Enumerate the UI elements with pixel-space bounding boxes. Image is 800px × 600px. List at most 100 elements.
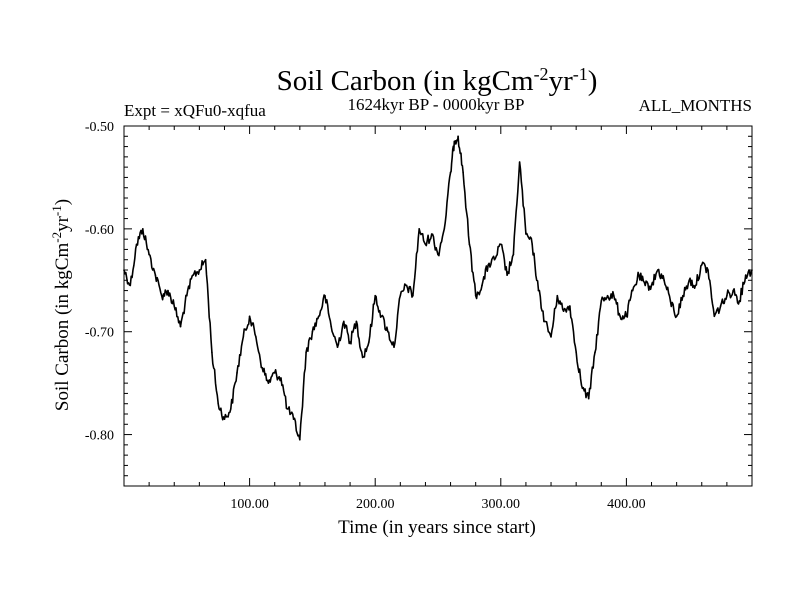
data-point (198, 269, 201, 271)
data-point (675, 315, 678, 318)
data-point (204, 258, 207, 261)
x-tick-label: 200.00 (356, 497, 395, 512)
y-tick-label: -0.80 (85, 429, 114, 444)
data-point (280, 377, 282, 379)
data-point (430, 233, 433, 235)
data-point (223, 418, 226, 420)
data-point (267, 382, 270, 384)
y-tick-label: -0.50 (85, 120, 114, 135)
data-point (273, 372, 276, 374)
data-point (412, 294, 414, 297)
data-point (493, 258, 496, 261)
x-tick-label: 300.00 (482, 497, 521, 512)
data-point (311, 330, 314, 333)
data-point (148, 253, 150, 256)
data-point (317, 315, 320, 318)
data-point (292, 418, 295, 420)
data-point (644, 284, 647, 287)
data-point (468, 243, 471, 246)
data-point (562, 310, 565, 312)
data-point (393, 346, 395, 348)
data-point (487, 264, 490, 266)
data-point (255, 336, 257, 338)
data-point (669, 300, 672, 302)
data-point (368, 341, 370, 343)
data-point (594, 351, 596, 354)
data-point (732, 289, 734, 292)
data-point (738, 300, 741, 302)
data-point (500, 243, 502, 246)
data-point (179, 325, 182, 328)
data-point (186, 294, 188, 297)
data-point (399, 294, 402, 297)
x-tick-label: 100.00 (230, 497, 269, 512)
data-point (506, 274, 508, 276)
data-point (330, 325, 333, 328)
data-point (531, 243, 533, 246)
data-point (443, 228, 446, 230)
data-point (424, 243, 427, 246)
data-point (299, 438, 301, 441)
data-point (160, 294, 163, 297)
data-point (418, 228, 420, 230)
data-point (663, 279, 665, 282)
data-point (286, 408, 289, 410)
data-point (569, 305, 571, 307)
data-point (713, 315, 716, 318)
y-tick-label: -0.60 (85, 223, 114, 238)
data-point (453, 140, 456, 143)
data-point (324, 294, 326, 297)
data-point (719, 305, 722, 307)
data-point (625, 315, 628, 318)
data-point (613, 294, 615, 297)
data-point (726, 294, 728, 297)
data-point (229, 408, 232, 410)
data-point (192, 274, 194, 276)
data-point (744, 274, 747, 276)
plot-frame (123, 125, 753, 487)
data-point (751, 269, 753, 271)
data-point (575, 351, 577, 354)
data-point (355, 320, 358, 323)
data-point (405, 284, 408, 287)
chart-title: Soil Carbon (in kgCm-2yr-1) (277, 64, 598, 97)
soil-carbon-series-line (123, 135, 753, 441)
data-point (135, 243, 138, 246)
data-point (700, 264, 703, 266)
data-point (167, 289, 169, 292)
data-point (606, 294, 609, 297)
x-tick-labels: 100.00 200.00 300.00 400.00 (230, 497, 645, 512)
data-point (305, 351, 307, 354)
data-point (638, 274, 640, 276)
data-point (707, 269, 709, 271)
data-point (217, 402, 219, 405)
data-point (374, 294, 377, 297)
data-point (142, 228, 144, 230)
data-point (543, 320, 546, 323)
axis-ticks (124, 125, 752, 487)
data-point (248, 315, 251, 318)
data-point (518, 161, 521, 163)
data-point (236, 372, 238, 374)
data-point (437, 253, 439, 256)
data-point (361, 356, 364, 359)
data-point (129, 284, 132, 287)
data-point (123, 269, 125, 271)
data-point (619, 315, 621, 318)
data-point (556, 294, 559, 297)
x-axis-label: Time (in years since start) (338, 517, 536, 538)
series-points (123, 135, 753, 441)
data-point (474, 294, 477, 297)
data-point (631, 289, 634, 292)
data-point (550, 336, 552, 338)
data-point (512, 253, 515, 256)
data-point (154, 274, 157, 276)
data-point (650, 284, 653, 287)
data-point (462, 171, 464, 174)
data-point (343, 320, 345, 323)
x-tick-label: 400.00 (607, 497, 646, 512)
data-point (587, 397, 590, 400)
data-point (261, 366, 263, 369)
data-point (537, 289, 540, 292)
